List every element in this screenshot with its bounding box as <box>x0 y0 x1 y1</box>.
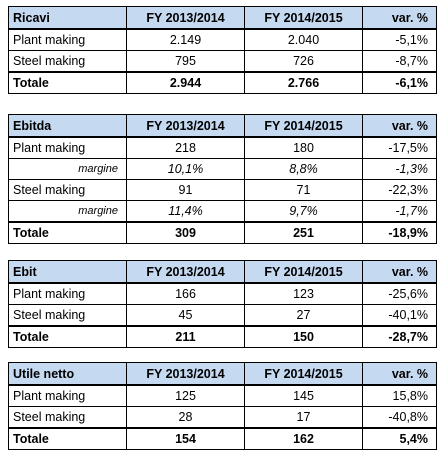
row-label: Totale <box>8 325 127 348</box>
table-title: Utile netto <box>8 362 127 386</box>
table-row: Plant making 2.149 2.040 -5,1% <box>8 28 437 51</box>
column-header-fy2015: FY 2014/2015 <box>244 114 363 138</box>
row-label: margine <box>8 200 127 223</box>
column-header-var: var. % <box>362 114 437 138</box>
cell-var: -6,1% <box>362 71 437 94</box>
row-label: Totale <box>8 71 127 94</box>
utile-netto-table: Utile netto FY 2013/2014 FY 2014/2015 va… <box>8 362 437 450</box>
cell-fy2014: 166 <box>126 282 245 305</box>
cell-fy2014: 45 <box>126 304 245 327</box>
cell-var: -40,8% <box>362 406 437 429</box>
table-header-row: Ebit FY 2013/2014 FY 2014/2015 var. % <box>8 260 437 284</box>
cell-fy2015: 145 <box>244 384 363 407</box>
cell-fy2014: 309 <box>126 221 245 244</box>
row-label: Plant making <box>8 384 127 407</box>
cell-fy2015: 9,7% <box>244 200 363 223</box>
cell-fy2014: 2.149 <box>126 28 245 51</box>
total-row: Totale 309 251 -18,9% <box>8 221 437 244</box>
table-title: Ebit <box>8 260 127 284</box>
cell-fy2015: 8,8% <box>244 158 363 180</box>
row-label: Steel making <box>8 304 127 327</box>
column-header-fy2015: FY 2014/2015 <box>244 260 363 284</box>
cell-fy2014: 795 <box>126 50 245 73</box>
table-row: Steel making 795 726 -8,7% <box>8 50 437 73</box>
table-row: Steel making 45 27 -40,1% <box>8 304 437 327</box>
margin-row: margine 11,4% 9,7% -1,7% <box>8 200 437 223</box>
cell-fy2014: 91 <box>126 179 245 201</box>
cell-fy2015: 27 <box>244 304 363 327</box>
cell-fy2014: 125 <box>126 384 245 407</box>
table-row: Steel making 91 71 -22,3% <box>8 179 437 201</box>
table-header-row: Ebitda FY 2013/2014 FY 2014/2015 var. % <box>8 114 437 138</box>
cell-fy2014: 218 <box>126 136 245 159</box>
cell-fy2015: 180 <box>244 136 363 159</box>
cell-fy2014: 211 <box>126 325 245 348</box>
cell-fy2014: 28 <box>126 406 245 429</box>
row-label: Steel making <box>8 50 127 73</box>
column-header-fy2015: FY 2014/2015 <box>244 362 363 386</box>
table-row: Plant making 218 180 -17,5% <box>8 136 437 159</box>
column-header-fy2014: FY 2013/2014 <box>126 362 245 386</box>
cell-var: -40,1% <box>362 304 437 327</box>
cell-fy2015: 726 <box>244 50 363 73</box>
row-label: Plant making <box>8 136 127 159</box>
column-header-fy2015: FY 2014/2015 <box>244 6 363 30</box>
cell-var: 15,8% <box>362 384 437 407</box>
cell-var: -18,9% <box>362 221 437 244</box>
column-header-var: var. % <box>362 6 437 30</box>
cell-fy2014: 2.944 <box>126 71 245 94</box>
row-label: Totale <box>8 427 127 450</box>
cell-var: -1,7% <box>362 200 437 223</box>
total-row: Totale 154 162 5,4% <box>8 427 437 450</box>
cell-var: -5,1% <box>362 28 437 51</box>
table-title: Ricavi <box>8 6 127 30</box>
cell-fy2014: 11,4% <box>126 200 245 223</box>
cell-var: -25,6% <box>362 282 437 305</box>
cell-fy2015: 150 <box>244 325 363 348</box>
cell-fy2015: 71 <box>244 179 363 201</box>
ebitda-table: Ebitda FY 2013/2014 FY 2014/2015 var. % … <box>8 114 437 244</box>
cell-fy2015: 251 <box>244 221 363 244</box>
column-header-var: var. % <box>362 260 437 284</box>
table-header-row: Ricavi FY 2013/2014 FY 2014/2015 var. % <box>8 6 437 30</box>
ebit-table: Ebit FY 2013/2014 FY 2014/2015 var. % Pl… <box>8 260 437 348</box>
cell-var: -22,3% <box>362 179 437 201</box>
cell-fy2014: 10,1% <box>126 158 245 180</box>
total-row: Totale 2.944 2.766 -6,1% <box>8 71 437 94</box>
cell-fy2015: 162 <box>244 427 363 450</box>
table-header-row: Utile netto FY 2013/2014 FY 2014/2015 va… <box>8 362 437 386</box>
table-row: Steel making 28 17 -40,8% <box>8 406 437 429</box>
ricavi-table: Ricavi FY 2013/2014 FY 2014/2015 var. % … <box>8 6 437 94</box>
total-row: Totale 211 150 -28,7% <box>8 325 437 348</box>
row-label: Plant making <box>8 282 127 305</box>
row-label: Totale <box>8 221 127 244</box>
column-header-fy2014: FY 2013/2014 <box>126 114 245 138</box>
cell-var: 5,4% <box>362 427 437 450</box>
table-row: Plant making 125 145 15,8% <box>8 384 437 407</box>
cell-var: -8,7% <box>362 50 437 73</box>
cell-fy2014: 154 <box>126 427 245 450</box>
cell-fy2015: 2.040 <box>244 28 363 51</box>
table-title: Ebitda <box>8 114 127 138</box>
row-label: Steel making <box>8 406 127 429</box>
column-header-var: var. % <box>362 362 437 386</box>
column-header-fy2014: FY 2013/2014 <box>126 6 245 30</box>
column-header-fy2014: FY 2013/2014 <box>126 260 245 284</box>
cell-fy2015: 2.766 <box>244 71 363 94</box>
margin-row: margine 10,1% 8,8% -1,3% <box>8 158 437 180</box>
cell-var: -1,3% <box>362 158 437 180</box>
cell-fy2015: 17 <box>244 406 363 429</box>
row-label: Plant making <box>8 28 127 51</box>
row-label: margine <box>8 158 127 180</box>
row-label: Steel making <box>8 179 127 201</box>
cell-fy2015: 123 <box>244 282 363 305</box>
table-row: Plant making 166 123 -25,6% <box>8 282 437 305</box>
cell-var: -17,5% <box>362 136 437 159</box>
cell-var: -28,7% <box>362 325 437 348</box>
